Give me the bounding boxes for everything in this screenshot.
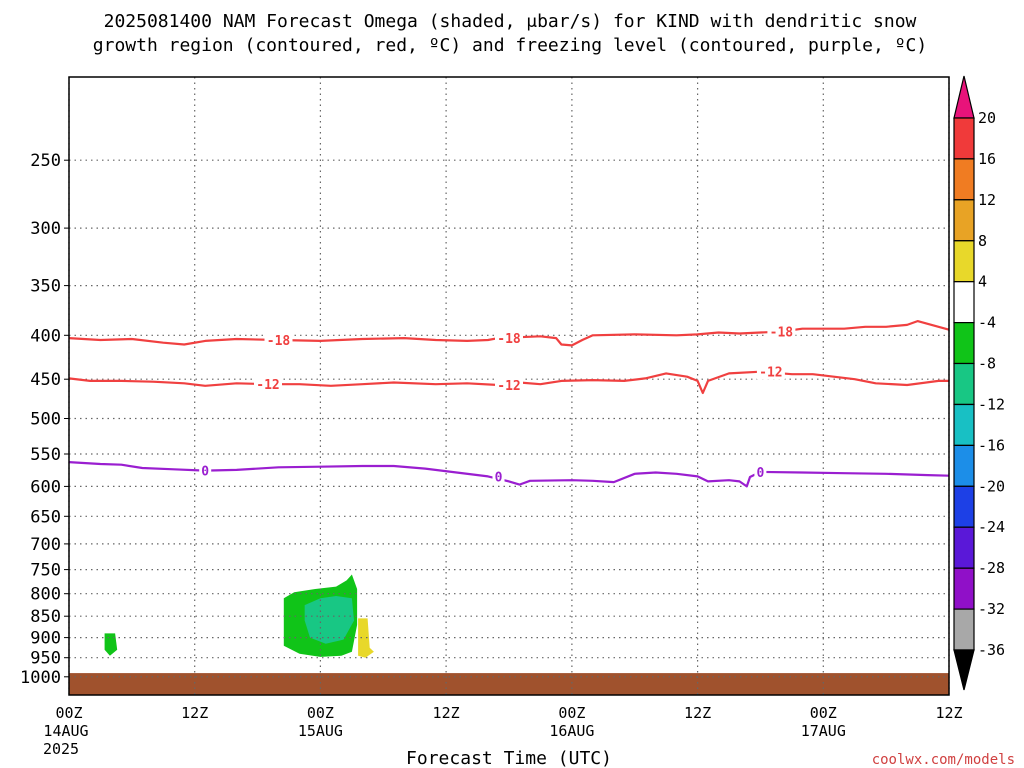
contour-label-bg--12-2	[756, 363, 785, 380]
chart-title-line2: growth region (contoured, red, ºC) and f…	[93, 35, 927, 56]
colorbar-legend: 20 16 12 8 4 -4 -8 -12 -16 -20 -24 -28 -32 -36	[953, 75, 1005, 691]
contour-label--12-1: -12	[497, 379, 520, 394]
colorbar-swatch-1	[953, 158, 975, 201]
y-tick-label-800: 800	[30, 585, 61, 605]
colorbar-label-9: -20	[978, 477, 1005, 495]
contour-label-bg--18-1	[495, 330, 523, 347]
contour-label-bg-0-1	[492, 468, 505, 485]
y-tick-label-850: 850	[30, 607, 61, 627]
y-tick-label-950: 950	[30, 649, 61, 669]
contour-label-bg--12-1	[495, 377, 523, 393]
colorbar-swatch-6	[953, 362, 975, 406]
contour-label-bg-0-2	[754, 463, 767, 480]
chart-title-line1: 2025081400 NAM Forecast Omega (shaded, μ…	[104, 11, 917, 32]
contour-label-0-1: 0	[495, 470, 503, 485]
colorbar-label-0: 20	[978, 109, 996, 127]
temperature-contours: -18 -18 -18 -12 -12 -12 0 0 0	[68, 320, 950, 488]
omega-shaded-regions	[104, 574, 374, 658]
x-axis-label: Forecast Time (UTC)	[406, 748, 612, 768]
y-tick-label-300: 300	[30, 219, 61, 239]
colorbar-label-7: -12	[978, 396, 1005, 414]
x-date-label-72: 17AUG	[801, 722, 846, 740]
contour-label--18-2: -18	[770, 326, 794, 341]
x-tick-label-0: 00Z	[55, 704, 82, 722]
colorbar-label-6: -8	[978, 355, 996, 373]
colorbar-swatch-5	[953, 322, 975, 365]
colorbar-swatch-7	[953, 403, 975, 447]
y-tick-label-250: 250	[30, 151, 61, 171]
x-date-label-48: 16AUG	[549, 722, 594, 740]
colorbar-swatch-0	[953, 117, 975, 160]
contour-label-0-2: 0	[756, 466, 764, 481]
colorbar-label-4: 4	[978, 273, 987, 291]
colorbar-top-arrow	[953, 75, 975, 119]
x-tick-label-24: 00Z	[307, 704, 334, 722]
colorbar-label-8: -16	[978, 436, 1005, 454]
colorbar-label-10: -24	[978, 518, 1005, 536]
colorbar-label-1: 16	[978, 150, 996, 168]
y-tick-label-450: 450	[30, 370, 61, 390]
contour--12	[68, 370, 949, 395]
y-tick-label-650: 650	[30, 507, 61, 527]
x-tick-label-48: 00Z	[558, 704, 585, 722]
y-tick-label-750: 750	[30, 561, 61, 581]
contour-label--18-1: -18	[497, 332, 521, 347]
y-tick-label-700: 700	[30, 535, 61, 555]
y-tick-label-350: 350	[30, 277, 61, 297]
contour--18	[68, 320, 950, 347]
y-axis-pressure: 2503003504004505005506006507007508008509…	[20, 151, 69, 688]
contour-label-bg--18-0	[264, 332, 293, 348]
omega-region-2	[104, 633, 118, 656]
x-tick-label-60: 12Z	[684, 704, 711, 722]
y-tick-label-500: 500	[30, 410, 61, 430]
contour-label-0-0: 0	[201, 465, 209, 480]
y-tick-label-400: 400	[30, 326, 61, 346]
contour-label--18-0: -18	[267, 334, 291, 349]
plot-area: -18 -18 -18 -12 -12 -12 0 0 0	[68, 76, 950, 696]
y-tick-label-1000: 1000	[20, 668, 61, 688]
colorbar-swatch-11	[953, 567, 975, 610]
x-date-label-24: 15AUG	[298, 722, 343, 740]
colorbar-swatch-10	[953, 526, 975, 569]
y-tick-label-600: 600	[30, 477, 61, 497]
contour-label-bg--12-0	[254, 376, 282, 393]
colorbar-label-13: -36	[978, 641, 1005, 659]
y-tick-label-900: 900	[30, 629, 61, 649]
grid-lines	[68, 77, 950, 695]
credit-text: coolwx.com/models	[872, 752, 1015, 768]
x-date-label-0: 14AUG	[43, 722, 88, 740]
y-tick-label-550: 550	[30, 445, 61, 465]
contour-label-bg-0-0	[199, 462, 212, 479]
contour-label-bg--18-2	[767, 323, 796, 340]
colorbar-swatch-2	[953, 199, 975, 242]
contour-label--12-2: -12	[759, 366, 782, 381]
colorbar-label-12: -32	[978, 600, 1005, 618]
x-tick-label-36: 12Z	[433, 704, 460, 722]
omega-region-1	[304, 596, 354, 644]
colorbar-swatch-12	[953, 608, 975, 651]
contour-label--12-0: -12	[256, 378, 279, 393]
colorbar-swatch-9	[953, 485, 975, 528]
colorbar-label-5: -4	[978, 314, 996, 332]
plot-frame	[68, 76, 950, 696]
colorbar-label-2: 12	[978, 191, 996, 209]
x-tick-label-12: 12Z	[181, 704, 208, 722]
x-tick-label-84: 12Z	[935, 704, 962, 722]
colorbar-label-3: 8	[978, 232, 987, 250]
colorbar-bottom-arrow	[953, 649, 975, 691]
x-tick-label-72: 00Z	[810, 704, 837, 722]
colorbar-swatch-3	[953, 240, 975, 283]
x-year-label-0: 2025	[43, 740, 79, 758]
contour-0	[68, 461, 950, 488]
colorbar-swatch-4	[953, 281, 975, 324]
ground-below-surface	[69, 673, 949, 695]
colorbar-label-11: -28	[978, 559, 1005, 577]
colorbar-swatch-8	[953, 444, 975, 487]
